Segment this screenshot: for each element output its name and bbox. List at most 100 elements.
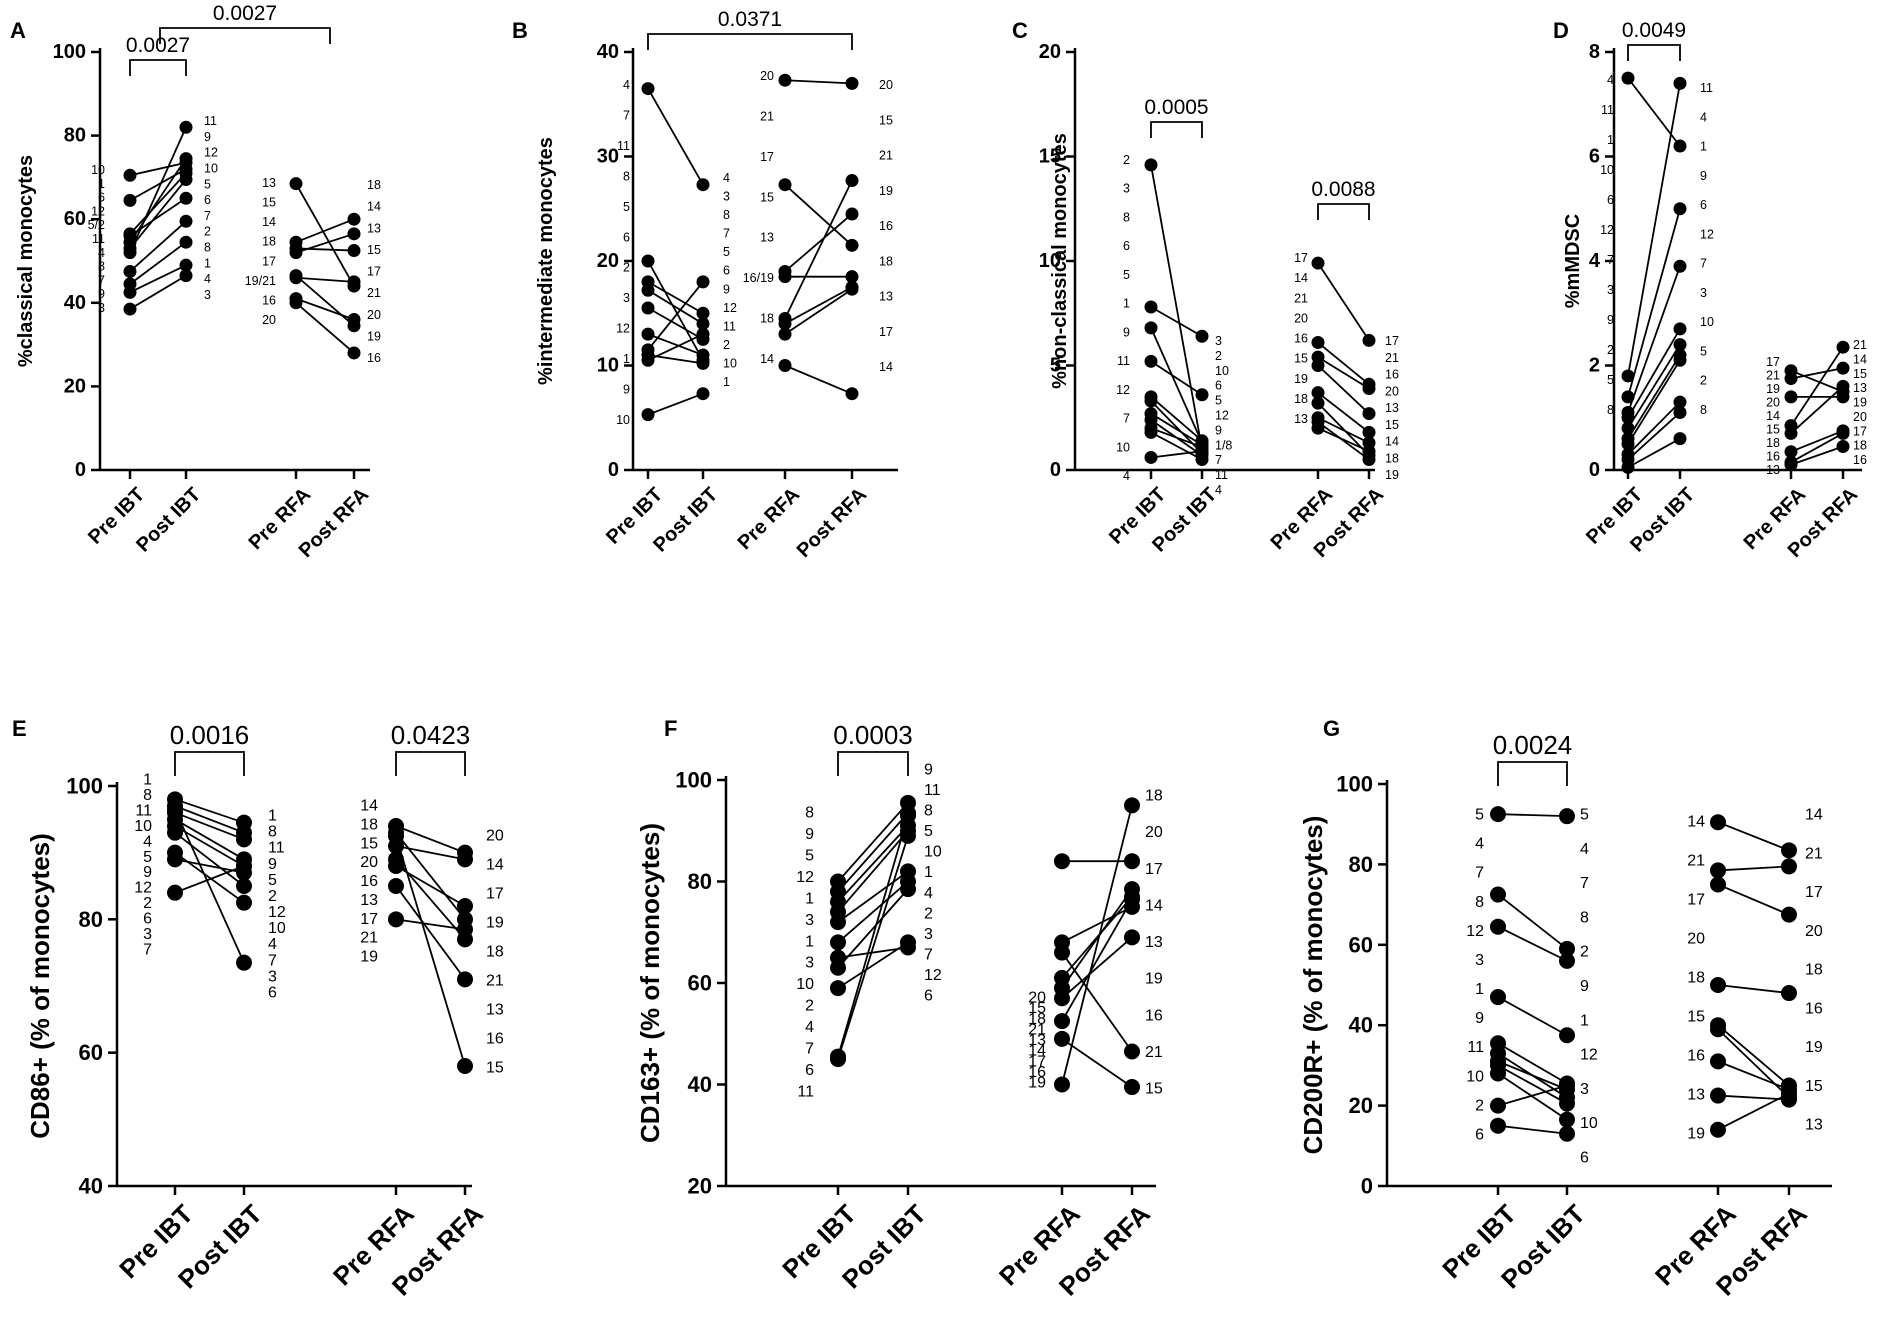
point-pre-ibt-F-7 <box>830 959 846 976</box>
point-post-ibt-G-10 <box>1559 1125 1575 1142</box>
point-post-ibt-D-2 <box>1673 202 1687 216</box>
y-tick-label-A-3: 60 <box>64 208 86 230</box>
patient-id-label-C-2-1: 14 <box>1294 271 1308 285</box>
point-pre-rfa-A-5 <box>289 269 303 283</box>
patient-id-label-B-3-2: 21 <box>879 149 893 163</box>
patient-id-label-D-2-0: 17 <box>1766 355 1780 369</box>
point-pre-ibt-A-0 <box>123 168 137 182</box>
point-pre-ibt-B-8 <box>641 353 655 367</box>
pair-line-rfa-G-5 <box>1717 1028 1790 1099</box>
patient-id-label-D-1-10: 2 <box>1700 374 1707 388</box>
point-pre-rfa-C-3 <box>1311 359 1325 372</box>
pair-line-rfa-D-6 <box>1790 432 1844 463</box>
patient-id-label-E-1-7: 10 <box>268 920 286 937</box>
patient-id-label-B-3-5: 18 <box>879 254 893 268</box>
patient-id-label-A-1-1: 9 <box>204 130 211 144</box>
point-post-rfa-G-0 <box>1781 842 1797 859</box>
point-post-rfa-F-2 <box>1124 1043 1140 1060</box>
patient-id-label-B-0-3: 8 <box>623 169 630 183</box>
point-pre-rfa-E-4 <box>388 858 404 874</box>
p-value-label-C-1: 0.0088 <box>1311 178 1375 201</box>
panel-letter-E: E <box>12 716 27 741</box>
point-pre-ibt-G-8 <box>1490 1065 1506 1082</box>
point-post-rfa-C-8 <box>1362 444 1376 458</box>
patient-id-label-C-1-4: 5 <box>1215 394 1222 408</box>
patient-id-label-E-0-1: 8 <box>143 787 152 804</box>
patient-id-label-F-1-7: 2 <box>924 905 933 922</box>
point-pre-rfa-D-7 <box>1784 458 1798 472</box>
patient-id-label-D-3-8: 16 <box>1853 453 1867 467</box>
pair-line-rfa-D-3 <box>1790 346 1844 427</box>
y-axis-label-E: CD86+ (% of monocytes) <box>25 833 55 1139</box>
patient-id-label-E-0-2: 11 <box>135 802 152 819</box>
patient-id-label-B-0-0: 4 <box>623 78 630 92</box>
pair-line-rfa-F-1 <box>1061 906 1133 944</box>
point-post-ibt-G-3 <box>1559 1027 1575 1044</box>
point-pre-rfa-G-8 <box>1710 1121 1726 1138</box>
patient-id-label-C-2-4: 16 <box>1294 332 1308 346</box>
patient-id-label-G-1-2: 7 <box>1580 875 1589 892</box>
y-tick-label-F-2: 60 <box>688 971 712 996</box>
patient-id-label-F-1-3: 5 <box>924 823 933 840</box>
pair-line-ibt-E-9 <box>174 808 245 964</box>
pair-line-ibt-A-4 <box>129 178 187 250</box>
point-pre-rfa-B-0 <box>778 73 792 87</box>
point-post-ibt-E-8 <box>236 858 252 874</box>
patient-id-label-B-2-2: 17 <box>760 150 774 164</box>
patient-id-label-C-1-10: 4 <box>1215 483 1222 497</box>
pair-line-ibt-D-8 <box>1627 401 1681 455</box>
pair-line-ibt-A-0 <box>129 161 187 177</box>
point-pre-ibt-G-0 <box>1490 806 1506 823</box>
point-pre-ibt-E-5 <box>167 824 183 841</box>
patient-id-label-E-2-7: 21 <box>360 930 378 947</box>
pair-line-rfa-A-1 <box>295 218 355 244</box>
point-post-ibt-E-9 <box>236 954 252 971</box>
y-tick-label-F-3: 80 <box>688 869 712 894</box>
pair-line-rfa-E-2 <box>395 845 466 861</box>
point-pre-ibt-E-8 <box>167 884 183 901</box>
y-tick-label-D-3: 6 <box>1589 146 1600 168</box>
pair-line-rfa-B-2 <box>784 213 853 273</box>
point-post-ibt-B-8 <box>696 327 710 341</box>
patient-id-label-A-1-6: 7 <box>204 209 211 223</box>
patient-id-label-E-1-11: 6 <box>268 985 277 1002</box>
patient-id-label-G-2-3: 20 <box>1687 931 1705 948</box>
pair-line-ibt-F-7 <box>837 888 909 969</box>
point-post-rfa-A-4 <box>347 275 361 289</box>
point-pre-ibt-B-9 <box>641 408 655 422</box>
point-post-ibt-F-9 <box>900 807 916 824</box>
pair-line-rfa-F-6 <box>1061 898 1133 1022</box>
patient-id-label-B-2-0: 20 <box>760 69 774 83</box>
patient-id-label-C-2-0: 17 <box>1294 251 1308 265</box>
point-pre-rfa-C-1 <box>1311 336 1325 350</box>
pair-line-rfa-G-6 <box>1717 1060 1790 1091</box>
point-pre-ibt-C-10 <box>1144 450 1158 464</box>
pair-line-rfa-E-0 <box>395 825 466 854</box>
significance-bracket-E-0 <box>174 751 245 776</box>
patient-id-label-D-3-7: 18 <box>1853 439 1867 453</box>
patient-id-label-F-3-0: 18 <box>1145 788 1163 805</box>
p-value-label-E-1: 0.0423 <box>391 720 471 750</box>
y-axis-label-F: CD163+ (% of monocytes) <box>635 823 665 1143</box>
point-pre-rfa-B-6 <box>778 327 792 341</box>
pair-line-rfa-B-6 <box>784 288 853 335</box>
patient-id-label-C-0-11: 4 <box>1123 469 1130 483</box>
pair-line-ibt-C-2 <box>1150 327 1203 444</box>
point-pre-rfa-G-1 <box>1710 862 1726 879</box>
point-pre-ibt-A-1 <box>123 193 137 207</box>
point-pre-rfa-F-6 <box>1054 1013 1070 1030</box>
patient-id-label-F-0-3: 12 <box>796 869 814 886</box>
patient-id-label-A-2-6: 16 <box>262 293 276 307</box>
patient-id-label-C-1-1: 2 <box>1215 349 1222 363</box>
patient-id-label-G-1-4: 2 <box>1580 944 1589 961</box>
x-category-label-B-2: Pre RFA <box>734 484 805 555</box>
point-post-ibt-D-0 <box>1673 139 1687 153</box>
patient-id-label-B-2-3: 15 <box>760 190 774 204</box>
patient-id-label-B-0-7: 3 <box>623 291 630 305</box>
patient-id-label-E-1-8: 4 <box>268 936 277 953</box>
patient-id-label-E-1-4: 5 <box>268 872 277 889</box>
patient-id-label-C-0-10: 10 <box>1116 440 1130 454</box>
patient-id-label-G-3-3: 20 <box>1805 923 1823 940</box>
point-pre-rfa-G-7 <box>1710 1087 1726 1104</box>
patient-id-label-B-1-1: 3 <box>723 190 730 204</box>
